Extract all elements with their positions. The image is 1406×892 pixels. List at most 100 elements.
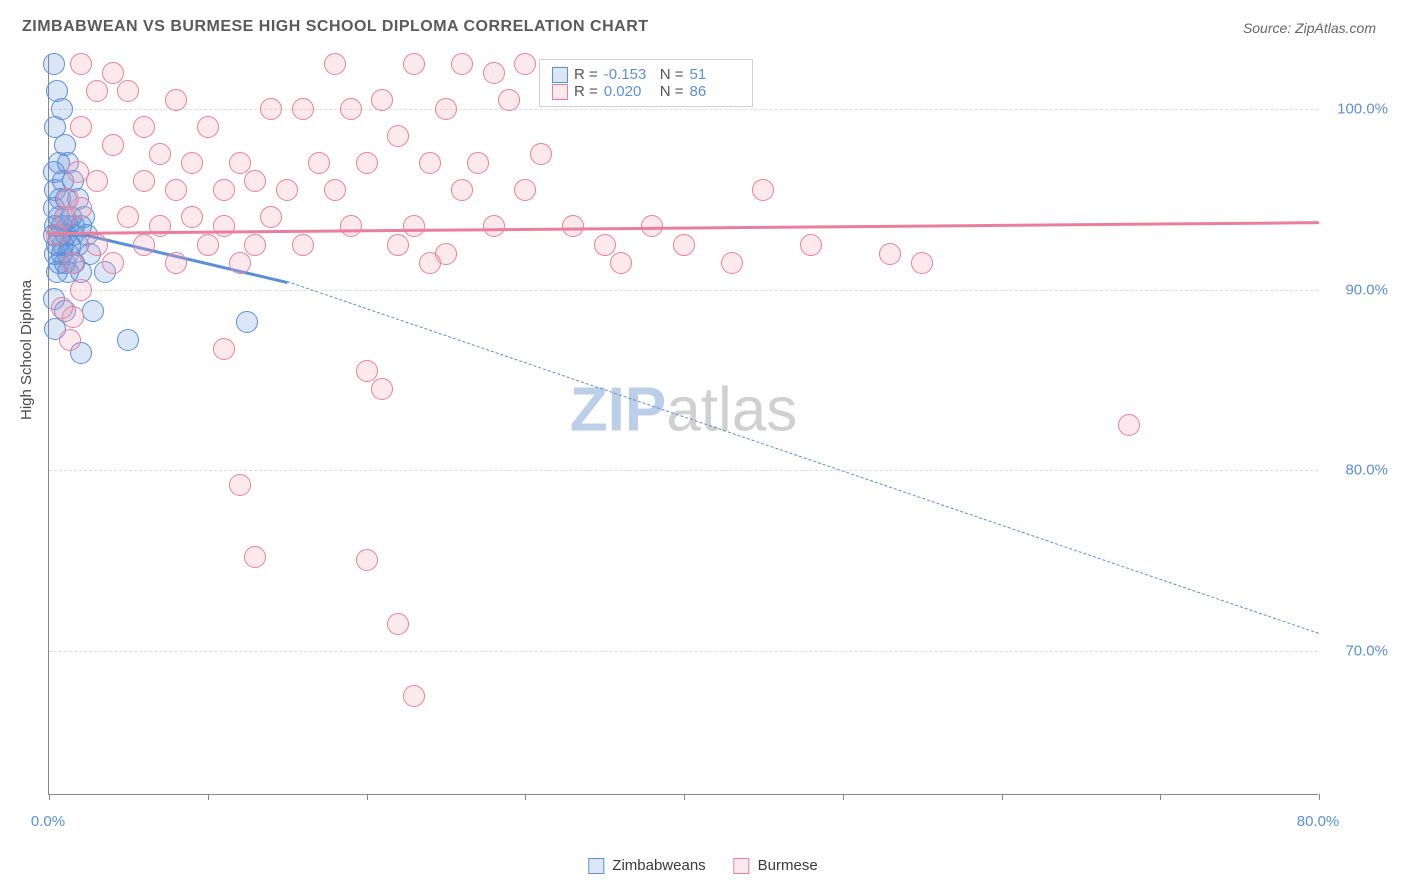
legend-item-burmese: Burmese [734, 857, 818, 874]
gridline [49, 470, 1318, 471]
scatter-point [149, 215, 171, 237]
scatter-point [102, 134, 124, 156]
y-tick-label: 90.0% [1345, 281, 1388, 298]
scatter-point [721, 252, 743, 274]
scatter-point [165, 252, 187, 274]
x-tick [1002, 794, 1003, 800]
scatter-point [911, 252, 933, 274]
stat-row: R =-0.153N =51 [552, 66, 740, 83]
scatter-point [467, 152, 489, 174]
stat-n-value: 86 [690, 83, 740, 100]
stat-r-value: -0.153 [604, 66, 654, 83]
scatter-point [371, 378, 393, 400]
legend-swatch-burmese [734, 858, 750, 874]
scatter-point [308, 152, 330, 174]
scatter-point [117, 80, 139, 102]
scatter-point [356, 360, 378, 382]
scatter-point [403, 215, 425, 237]
scatter-point [260, 98, 282, 120]
scatter-point [43, 53, 65, 75]
scatter-point [673, 234, 695, 256]
scatter-point [387, 234, 409, 256]
scatter-point [498, 89, 520, 111]
scatter-point [70, 53, 92, 75]
scatter-point [292, 234, 314, 256]
scatter-point [229, 474, 251, 496]
scatter-point [165, 179, 187, 201]
correlation-stats-box: R = -0.153 N = 51R = 0.020 N = 86 [539, 59, 753, 107]
scatter-point [419, 152, 441, 174]
scatter-point [70, 116, 92, 138]
scatter-point [57, 188, 79, 210]
scatter-point [197, 116, 219, 138]
scatter-point [165, 89, 187, 111]
stat-r-label: R = [574, 66, 598, 83]
scatter-point [340, 98, 362, 120]
scatter-point [86, 170, 108, 192]
plot-area: ZIPatlas R =-0.153N =51R =0.020N =86 70.… [48, 55, 1318, 795]
scatter-point [117, 329, 139, 351]
stat-r-label: R = [574, 83, 598, 100]
scatter-point [514, 179, 536, 201]
scatter-point [236, 311, 258, 333]
scatter-point [356, 152, 378, 174]
x-tick-label: 0.0% [31, 813, 65, 830]
legend-swatch-zimbabweans [588, 858, 604, 874]
scatter-point [62, 252, 84, 274]
scatter-point [403, 53, 425, 75]
scatter-point [133, 116, 155, 138]
gridline [49, 109, 1318, 110]
scatter-point [514, 53, 536, 75]
stat-n-label: N = [660, 83, 684, 100]
trend-line-extrapolated [287, 281, 1319, 634]
scatter-point [102, 252, 124, 274]
scatter-point [435, 98, 457, 120]
scatter-point [133, 170, 155, 192]
scatter-point [371, 89, 393, 111]
stat-n-value: 51 [690, 66, 740, 83]
scatter-point [752, 179, 774, 201]
scatter-point [181, 206, 203, 228]
scatter-point [419, 252, 441, 274]
scatter-point [483, 215, 505, 237]
scatter-point [451, 53, 473, 75]
x-tick [1319, 794, 1320, 800]
scatter-point [213, 179, 235, 201]
gridline [49, 651, 1318, 652]
scatter-point [530, 143, 552, 165]
scatter-point [86, 80, 108, 102]
scatter-point [229, 252, 251, 274]
scatter-point [181, 152, 203, 174]
scatter-point [86, 234, 108, 256]
x-tick [843, 794, 844, 800]
scatter-point [149, 143, 171, 165]
x-tick [367, 794, 368, 800]
scatter-point [610, 252, 632, 274]
scatter-point [51, 297, 73, 319]
chart-title: ZIMBABWEAN VS BURMESE HIGH SCHOOL DIPLOM… [22, 18, 649, 36]
gridline [49, 290, 1318, 291]
scatter-point [197, 234, 219, 256]
y-axis-label: High School Diploma [18, 280, 35, 420]
x-tick [1160, 794, 1161, 800]
scatter-point [292, 98, 314, 120]
scatter-point [67, 161, 89, 183]
scatter-point [451, 179, 473, 201]
watermark: ZIPatlas [570, 374, 797, 445]
scatter-point [213, 215, 235, 237]
legend: Zimbabweans Burmese [588, 857, 817, 874]
scatter-point [244, 234, 266, 256]
y-tick-label: 80.0% [1345, 462, 1388, 479]
stat-r-value: 0.020 [604, 83, 654, 100]
scatter-point [229, 152, 251, 174]
stat-row: R = 0.020 N = 86 [552, 83, 740, 100]
scatter-point [562, 215, 584, 237]
scatter-point [340, 215, 362, 237]
y-tick-label: 100.0% [1337, 101, 1388, 118]
stat-swatch [552, 67, 568, 83]
x-tick [525, 794, 526, 800]
trend-line [49, 221, 1319, 234]
legend-label-burmese: Burmese [758, 857, 818, 874]
scatter-point [387, 125, 409, 147]
scatter-point [102, 62, 124, 84]
